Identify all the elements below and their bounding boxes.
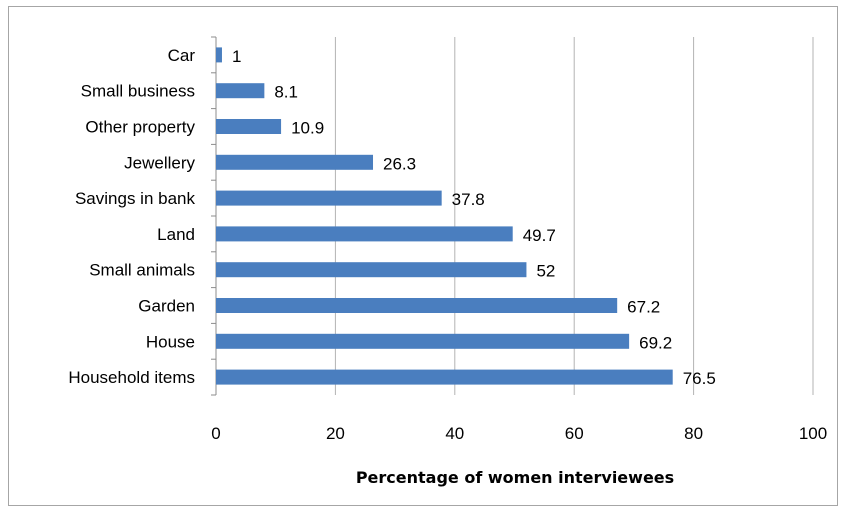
data-label: 49.7 [523,226,556,245]
category-label: Car [168,46,196,65]
bar [216,83,265,99]
data-label: 26.3 [383,154,416,173]
category-label: Garden [138,297,195,316]
bar [216,298,618,313]
bar [216,333,630,349]
bar [216,262,527,278]
x-tick-labels: 0 20 40 60 80 100 [211,424,827,443]
x-tick-label: 60 [565,424,584,443]
bar [216,369,673,385]
x-axis-title: Percentage of women interviewees [356,468,674,487]
data-label: 37.8 [452,190,485,209]
data-label: 69.2 [639,333,672,352]
data-label: 8.1 [274,83,298,102]
x-tick-label: 100 [799,424,827,443]
bar [216,226,513,242]
category-label: Small business [81,82,195,101]
data-label: 52 [536,262,555,281]
category-label: Other property [85,118,195,137]
x-tick-label: 80 [684,424,703,443]
x-tick-label: 0 [211,424,220,443]
bar [216,190,442,206]
data-label: 67.2 [627,298,660,317]
category-labels: Car Small business Other property Jewellery… [68,46,195,387]
chart-frame [8,6,838,506]
bar [216,47,222,63]
bar [216,119,282,134]
bars [216,47,673,385]
bar [216,154,374,170]
category-label: Jewellery [124,153,195,172]
category-label: Small animals [89,261,195,280]
data-labels: 1 8.1 10.9 26.3 37.8 49.7 52 67.2 69.2 76.5 [232,47,716,388]
data-label: 76.5 [683,369,716,388]
category-label: House [146,332,195,351]
x-tick-label: 20 [326,424,345,443]
x-tick-label: 40 [445,424,464,443]
data-label: 10.9 [291,119,324,138]
category-label: Savings in bank [75,189,196,208]
category-label: Land [157,225,195,244]
category-label: Household items [68,368,195,387]
data-label: 1 [232,47,241,66]
